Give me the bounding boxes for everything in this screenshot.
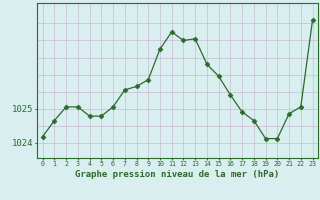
X-axis label: Graphe pression niveau de la mer (hPa): Graphe pression niveau de la mer (hPa) xyxy=(76,170,280,179)
